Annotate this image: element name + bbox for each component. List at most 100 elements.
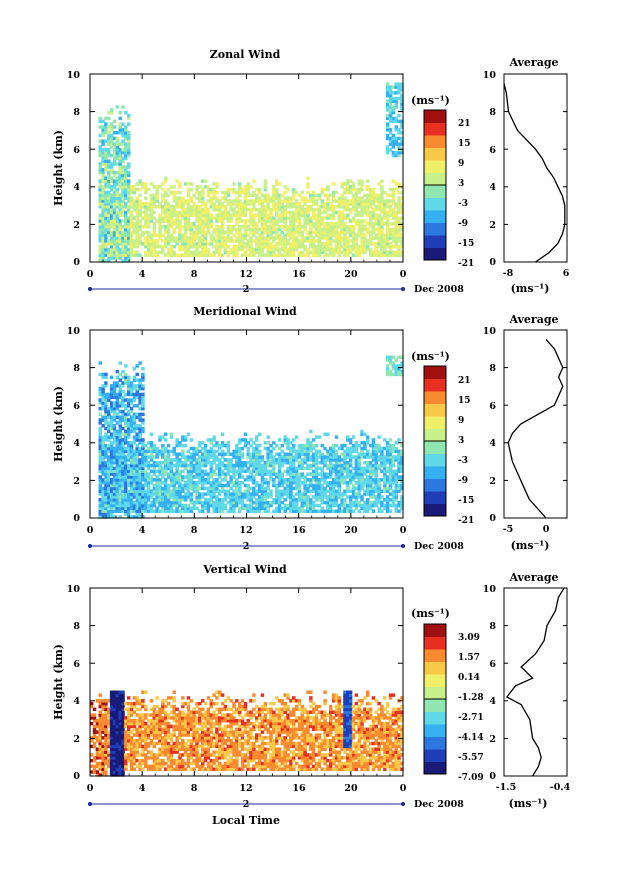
heatmap-cell [203, 210, 208, 215]
heatmap-cell [337, 509, 342, 513]
heatmap-cell [98, 387, 102, 391]
heatmap-cell [104, 443, 108, 448]
heatmap-cell [118, 421, 122, 425]
heatmap-cell [186, 205, 191, 209]
heatmap-cell [303, 495, 307, 499]
heatmap-cell [138, 475, 142, 479]
heatmap-cell [124, 486, 128, 491]
heatmap-cell [320, 486, 324, 491]
heatmap-cell [121, 219, 125, 223]
heatmap-cell [141, 509, 145, 513]
heatmap-cell [218, 233, 222, 237]
heatmap-cell [300, 463, 305, 468]
heatmap-cell [178, 230, 182, 235]
heatmap-cell [360, 478, 364, 482]
meridional-ytick-labels: 0 2 4 6 8 10 [67, 326, 81, 524]
heatmap-cell [135, 239, 139, 243]
heatmap-cell [98, 466, 102, 471]
heatmap-cell [212, 452, 216, 456]
heatmap-cell [127, 392, 131, 397]
heatmap-cell [161, 500, 165, 505]
heatmap-cell [104, 162, 108, 166]
heatmap-cell [112, 498, 117, 502]
heatmap-cell [240, 498, 245, 502]
heatmap-cell [391, 475, 396, 479]
heatmap-cell [334, 242, 339, 246]
heatmap-cell [397, 148, 401, 152]
heatmap-cell [280, 219, 285, 223]
heatmap-cell [169, 463, 174, 468]
heatmap-cell [317, 461, 322, 465]
heatmap-cell [374, 455, 378, 459]
heatmap-cell [306, 199, 310, 203]
heatmap-cell [391, 216, 396, 220]
heatmap-cell [155, 483, 159, 488]
heatmap-cell [343, 202, 347, 206]
heatmap-cell [311, 225, 316, 229]
heatmap-cell [121, 236, 125, 240]
heatmap-cell [127, 432, 131, 436]
heatmap-cell [124, 142, 128, 146]
heatmap-cell [115, 392, 120, 397]
heatmap-cell [397, 369, 401, 374]
heatmap-cell [112, 150, 117, 155]
heatmap-cell [357, 253, 361, 257]
heatmap-cell [104, 202, 108, 206]
heatmap-cell [385, 466, 390, 471]
heatmap-cell [246, 199, 250, 203]
heatmap-cell [272, 216, 276, 220]
heatmap-cell [138, 239, 142, 243]
heatmap-cell [249, 244, 253, 249]
heatmap-cell [397, 489, 401, 493]
heatmap-cell [323, 495, 327, 499]
heatmap-cell [297, 449, 302, 454]
heatmap-cell [306, 506, 310, 511]
heatmap-cell [152, 222, 157, 226]
heatmap-cell [155, 486, 159, 491]
heatmap-cell [201, 202, 205, 206]
heatmap-cell [158, 213, 162, 218]
heatmap-cell [249, 461, 253, 465]
heatmap-cell [127, 205, 131, 209]
heatmap-cell [272, 236, 276, 240]
heatmap-cell [178, 472, 182, 476]
heatmap-cell [354, 441, 359, 445]
heatmap-cell [203, 498, 208, 502]
heatmap-cell [232, 492, 236, 496]
heatmap-cell [292, 196, 296, 200]
heatmap-cell [385, 458, 390, 462]
heatmap-cell [383, 210, 387, 215]
heatmap-cell [121, 128, 125, 132]
heatmap-cell [118, 483, 122, 488]
heatmap-cell [394, 372, 398, 377]
heatmap-cell [121, 415, 125, 419]
heatmap-cell [334, 489, 339, 493]
heatmap-cell [297, 481, 302, 485]
heatmap-cell [289, 449, 293, 454]
heatmap-cell [152, 230, 157, 235]
heatmap-cell [383, 253, 387, 257]
heatmap-cell [400, 364, 404, 368]
heatmap-cell [351, 205, 356, 209]
heatmap-cell [201, 469, 205, 474]
heatmap-cell [218, 461, 222, 465]
heatmap-cell [215, 182, 219, 186]
heatmap-cell [175, 475, 179, 479]
heatmap-cell [329, 452, 333, 456]
heatmap-cell [292, 213, 296, 218]
heatmap-cell [104, 398, 108, 402]
heatmap-cell [252, 458, 256, 462]
heatmap-cell [374, 458, 378, 462]
heatmap-cell [334, 435, 339, 439]
heatmap-cell [107, 463, 111, 468]
heatmap-cell [124, 432, 128, 436]
heatmap-cell [260, 253, 265, 257]
heatmap-cell [206, 475, 211, 479]
heatmap-cell [138, 452, 142, 456]
heatmap-cell [238, 506, 242, 511]
heatmap-cell [340, 205, 344, 209]
heatmap-cell [343, 225, 347, 229]
heatmap-cell [183, 213, 188, 218]
heatmap-cell [240, 495, 245, 499]
heatmap-cell [280, 483, 285, 488]
